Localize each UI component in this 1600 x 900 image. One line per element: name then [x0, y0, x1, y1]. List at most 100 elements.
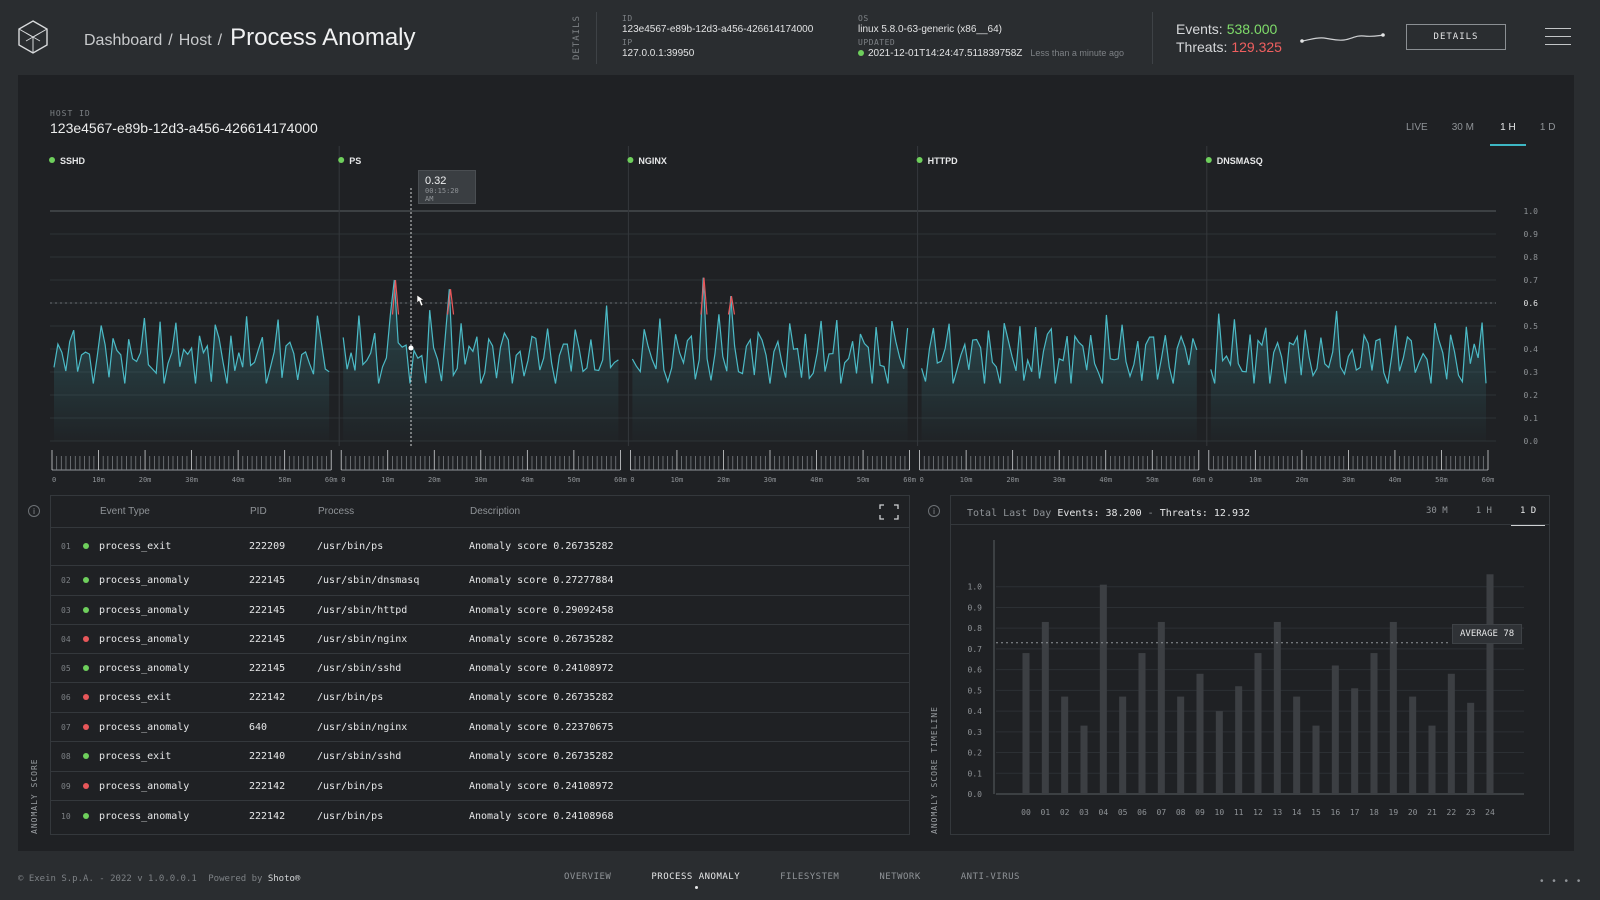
tooltip-value: 0.32 [425, 175, 447, 187]
series-area [632, 277, 908, 441]
status-dot [75, 781, 99, 792]
powered-by-brand[interactable]: Shoto® [267, 874, 301, 884]
x-tick-label: 10m [1249, 476, 1262, 484]
x-tick-label: 0 [630, 476, 634, 484]
table-row[interactable]: 04 process_anomaly 222145/usr/sbin/nginx An… [51, 625, 909, 654]
process-status-dot [338, 157, 345, 163]
anomaly-score-timeline-vertical-label: ANOMALY SCORE TIMELINE [930, 706, 939, 834]
x-tick-label: 20m [428, 476, 441, 484]
status-red-dot [83, 635, 89, 642]
y-tick-label: 0.0 [1524, 437, 1539, 446]
process-cell: /usr/bin/ps [317, 811, 384, 822]
status-dot [75, 634, 99, 645]
nav-filesystem[interactable]: FILESYSTEM [780, 872, 840, 882]
process-status-dot [916, 157, 923, 163]
x-tick-label: 0 [341, 476, 345, 484]
details-button[interactable]: DETAILS [1406, 24, 1506, 50]
x-tick-label: 40m [810, 476, 823, 484]
timeline-range-30m[interactable]: 30 M [1426, 506, 1448, 516]
table-row[interactable]: 08 process_exit 222140/usr/sbin/sshd Anomal… [51, 742, 909, 772]
x-tick-label: 60m [325, 476, 338, 484]
pid-cell: 222209 [249, 541, 286, 552]
anomaly-score-vertical-label: ANOMALY SCORE [30, 758, 39, 834]
host-id-label: HOST ID [50, 109, 91, 118]
column-description[interactable]: Description [470, 506, 521, 517]
column-event-type[interactable]: Event Type [100, 506, 150, 517]
top-header: Dashboard / Host / Process Anomaly DETAI… [0, 0, 1600, 74]
table-row[interactable]: 10 process_anomaly 222142/usr/bin/ps Anomal… [51, 801, 909, 832]
status-dot [75, 541, 99, 552]
status-green-dot [83, 606, 89, 613]
header-divider [596, 12, 597, 64]
x-tick-label: 30m [1053, 476, 1066, 484]
x-tick-label: 0 [920, 476, 924, 484]
range-option-live[interactable]: LIVE [1406, 122, 1428, 133]
series-area [54, 315, 330, 441]
range-option-30m[interactable]: 30 M [1451, 122, 1474, 133]
process-cell: /usr/bin/ps [317, 541, 384, 552]
breadcrumb-dashboard[interactable]: Dashboard [84, 32, 163, 49]
table-info-icon[interactable]: i [28, 505, 40, 517]
nav-network[interactable]: NETWORK [879, 872, 921, 882]
description-cell: Anomaly score 0.26735282 [469, 692, 614, 703]
x-tick-label: 20m [139, 476, 152, 484]
x-tick-label: 50m [568, 476, 581, 484]
x-tick-label: 40m [1389, 476, 1402, 484]
event-type-cell: process_anomaly [99, 633, 190, 645]
process-label: PS [349, 156, 361, 166]
status-dot [75, 692, 99, 703]
expand-fullscreen-icon[interactable] [879, 504, 899, 520]
timeline-range-1h[interactable]: 1 H [1475, 506, 1492, 516]
table-row[interactable]: 09 process_anomaly 222142/usr/bin/ps Anomal… [51, 772, 909, 801]
x-tick-label: 10m [92, 476, 105, 484]
pid-cell: 222142 [249, 811, 286, 822]
exein-logo-icon[interactable] [16, 20, 50, 54]
pid-cell: 640 [249, 721, 268, 733]
process-cell: /usr/sbin/dnsmasq [317, 575, 420, 586]
y-tick-label: 0.5 [1524, 322, 1539, 331]
process-anomaly-chart[interactable]: 1.0 0.9 0.8 0.7 0.6 0.5 0.4 0.3 0.2 0.1 0.0 SSHD 0 10… [0, 0, 1600, 490]
row-number: 02 [61, 576, 71, 585]
updated-ago: Less than a minute ago [1030, 48, 1124, 58]
pid-cell: 222140 [249, 751, 286, 762]
timeline-info-icon[interactable]: i [928, 505, 940, 517]
timeline-divider [951, 524, 1549, 525]
range-option-1d[interactable]: 1 D [1539, 122, 1556, 133]
status-red-dot [83, 723, 89, 730]
y-tick-label: 0.7 [1524, 276, 1539, 285]
nav-overview[interactable]: OVERVIEW [564, 872, 612, 882]
table-row[interactable]: 02 process_anomaly 222145/usr/sbin/dnsmasq… [51, 566, 909, 596]
nav-process-anomaly[interactable]: PROCESS ANOMALY [651, 872, 741, 889]
x-tick-label: 60m [903, 476, 916, 484]
process-label: SSHD [60, 156, 86, 166]
event-type-cell: process_anomaly [99, 662, 190, 674]
process-cell: /usr/sbin/sshd [317, 751, 402, 762]
process-cell: /usr/sbin/httpd [317, 604, 408, 616]
table-row[interactable]: 06 process_exit 222142/usr/bin/ps Anomaly s… [51, 683, 909, 713]
range-option-1h[interactable]: 1 H [1489, 122, 1526, 146]
average-badge: AVERAGE 78 [1452, 624, 1523, 644]
timeline-events: Events: 38.200 [1057, 508, 1142, 519]
table-row[interactable]: 05 process_anomaly 222145/usr/sbin/sshd Ano… [51, 654, 909, 683]
column-process[interactable]: Process [318, 506, 355, 517]
column-pid[interactable]: PID [250, 506, 267, 517]
x-tick-label: 10m [671, 476, 684, 484]
table-row[interactable]: 07 process_anomaly 640/usr/sbin/nginx Anoma… [51, 713, 909, 742]
table-row[interactable]: 03 process_anomaly 222145/usr/sbin/httpd An… [51, 596, 909, 625]
breadcrumb-host[interactable]: Host [178, 32, 212, 49]
events-threats-summary: Events: 538.000 Threats: 129.325 [1176, 20, 1282, 56]
time-range-selector: LIVE 30 M 1 H 1 D [1398, 122, 1563, 146]
more-options-icon[interactable]: • • • • [1540, 876, 1584, 887]
tooltip-time: 00:15:20 AM [425, 187, 459, 203]
x-tick-label: 50m [278, 476, 291, 484]
hamburger-menu-icon[interactable] [1545, 28, 1571, 46]
breadcrumb-separator: / [217, 32, 223, 49]
row-number: 06 [61, 693, 71, 702]
row-number: 04 [61, 634, 71, 644]
table-row[interactable]: 01 process_exit 222209/usr/bin/ps Anomaly s… [51, 528, 909, 566]
timeline-range-1d[interactable]: 1 D [1510, 506, 1546, 526]
nav-anti-virus[interactable]: ANTI-VIRUS [960, 872, 1020, 882]
y-tick-label: 0.8 [1524, 253, 1539, 262]
events-sparkline [1300, 33, 1385, 43]
anomaly-spike [391, 279, 400, 315]
